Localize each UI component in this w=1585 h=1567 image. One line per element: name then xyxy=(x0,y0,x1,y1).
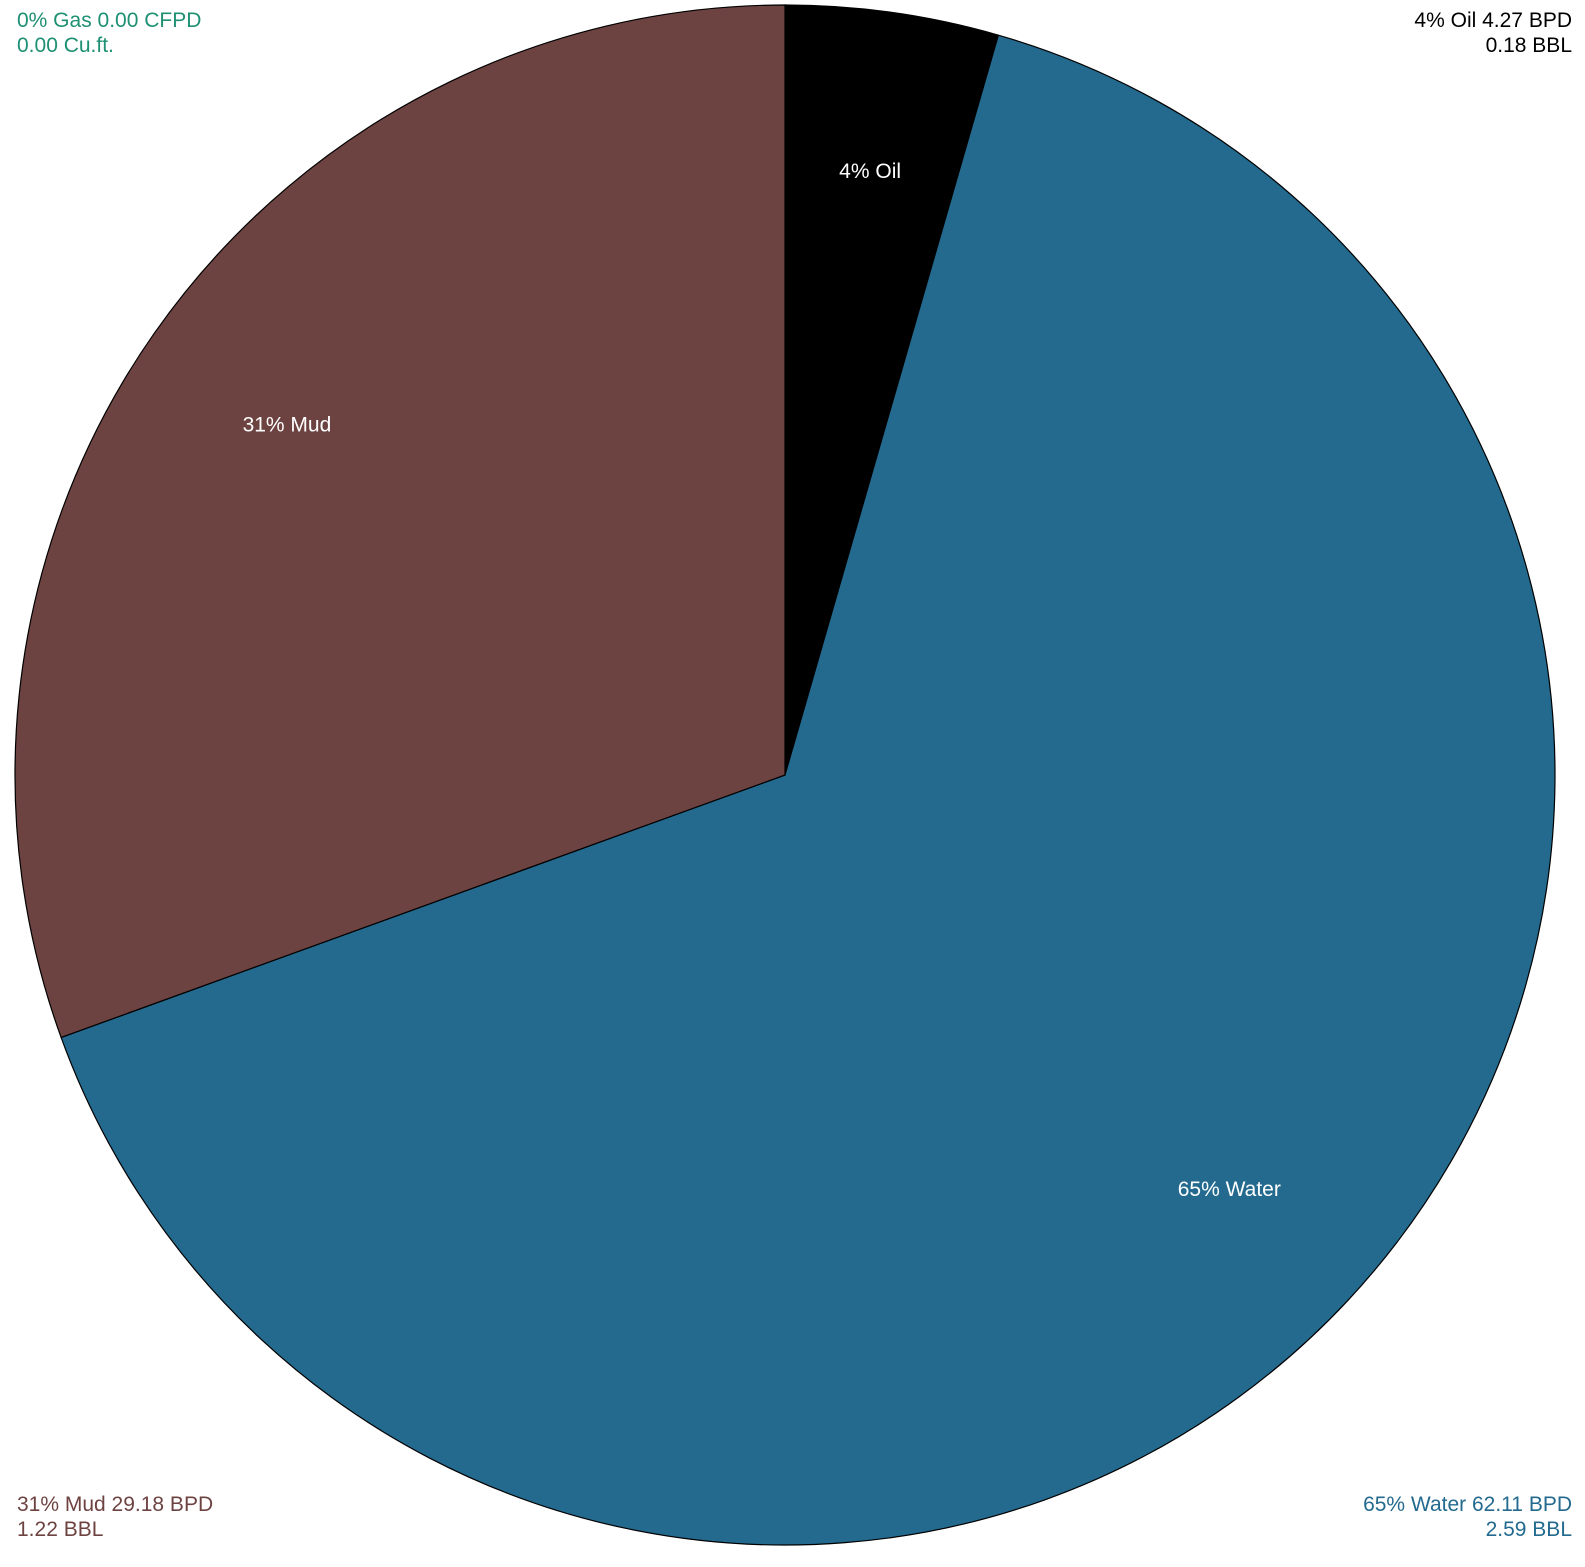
corner-legend-gas: 0% Gas 0.00 CFPD 0.00 Cu.ft. xyxy=(17,8,201,58)
corner-legend-water: 65% Water 62.11 BPD 2.59 BBL xyxy=(1363,1492,1572,1542)
gas-volume-label: 0.00 Cu.ft. xyxy=(17,34,114,57)
gas-rate-label: 0% Gas 0.00 CFPD xyxy=(17,9,202,32)
water-rate-label: 65% Water 62.11 BPD xyxy=(1363,1493,1572,1516)
pie-slice-label-mud: 31% Mud xyxy=(243,413,332,436)
pie-slice-water xyxy=(60,34,1556,1546)
mud-volume-label: 1.22 BBL xyxy=(17,1518,104,1541)
mud-rate-label: 31% Mud 29.18 BPD xyxy=(17,1493,214,1516)
pie-slice-label-oil: 4% Oil xyxy=(839,160,901,183)
pie-slice-mud xyxy=(14,4,786,1039)
water-volume-label: 2.59 BBL xyxy=(1485,1518,1572,1541)
corner-legend-oil: 4% Oil 4.27 BPD 0.18 BBL xyxy=(1414,8,1572,58)
pie-slice-labels: 4% Oil 65% Water 31% Mud xyxy=(243,160,1281,1201)
pie-slices xyxy=(14,4,1556,1546)
oil-rate-label: 4% Oil 4.27 BPD xyxy=(1414,9,1572,32)
pie-slice-oil xyxy=(784,4,1000,776)
oil-volume-label: 0.18 BBL xyxy=(1485,34,1572,57)
corner-legend-mud: 31% Mud 29.18 BPD 1.22 BBL xyxy=(17,1492,213,1542)
pie-slice-label-water: 65% Water xyxy=(1178,1178,1281,1201)
